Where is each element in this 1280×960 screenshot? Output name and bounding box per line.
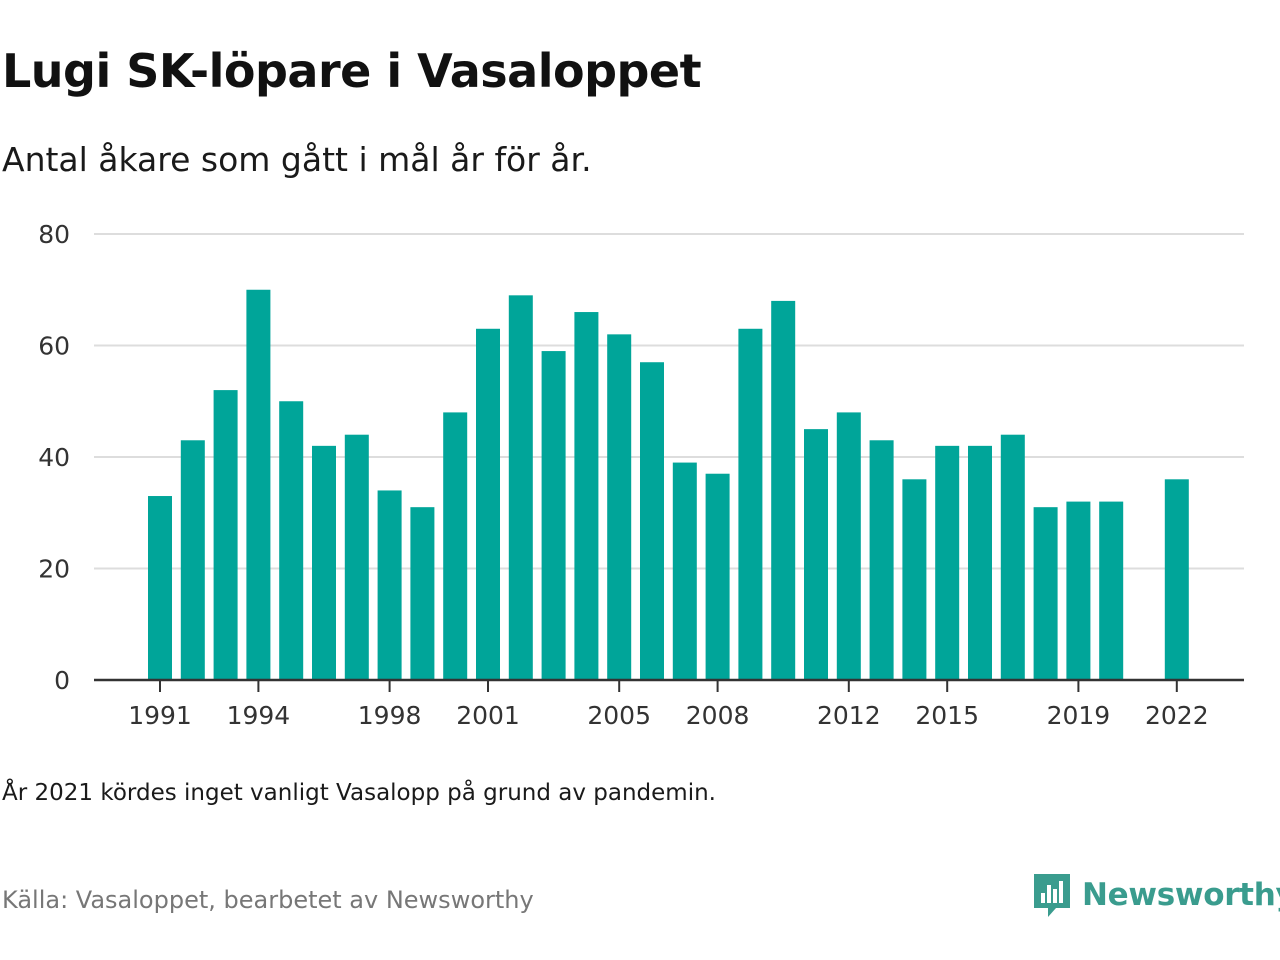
bar-1993 <box>213 390 238 680</box>
bar-2016 <box>968 445 992 680</box>
chart-title: Lugi SK-löpare i Vasaloppet <box>2 44 702 98</box>
bar-2001 <box>476 328 500 680</box>
bar-1996 <box>312 445 336 680</box>
bar-1994 <box>246 289 271 680</box>
bar-1998 <box>377 490 402 680</box>
x-tick-label: 2008 <box>686 701 750 730</box>
x-tick-label: 2012 <box>817 701 881 730</box>
bar-2022 <box>1164 479 1189 680</box>
bar-2005 <box>607 334 632 680</box>
bar-2014 <box>902 479 927 680</box>
newsworthy-logo-icon <box>1034 874 1070 917</box>
chart-subtitle: Antal åkare som gått i mål år för år. <box>2 140 592 179</box>
bar-2010 <box>771 300 796 680</box>
bars <box>148 289 1189 680</box>
brand-name: Newsworthy <box>1082 877 1280 913</box>
bar-2012 <box>836 412 861 680</box>
y-tick-label: 0 <box>54 666 70 695</box>
x-tick-label: 1991 <box>128 701 192 730</box>
bar-2003 <box>541 351 566 680</box>
bar-2000 <box>443 412 468 680</box>
bar-chart: 0 20 40 60 80 1991 1994 1998 2001 2005 2008 2012 20… <box>38 220 1244 730</box>
newsworthy-brand: Newsworthy <box>1032 870 1280 920</box>
chart-note: År 2021 kördes inget vanligt Vasalopp på… <box>2 780 716 806</box>
bar-2015 <box>935 445 960 680</box>
bar-2008 <box>705 473 730 680</box>
bar-1999 <box>410 507 435 680</box>
bar-2013 <box>869 440 894 680</box>
y-tick-label: 80 <box>38 220 70 249</box>
x-tick-label: 2005 <box>587 701 651 730</box>
x-tick-label: 2001 <box>456 701 520 730</box>
y-tick-label: 60 <box>38 332 70 361</box>
x-tick-label: 1998 <box>358 701 422 730</box>
bar-2020 <box>1099 501 1124 680</box>
bar-2017 <box>1000 434 1025 680</box>
bar-2007 <box>672 462 697 680</box>
y-tick-label: 20 <box>38 555 70 584</box>
bar-1992 <box>180 440 205 680</box>
x-tick-label: 2015 <box>915 701 979 730</box>
bar-2006 <box>640 362 664 680</box>
bar-1997 <box>344 434 369 680</box>
bar-1991 <box>148 496 172 680</box>
bar-1995 <box>279 401 304 680</box>
x-tick-label: 2022 <box>1145 701 1209 730</box>
source-credit: Källa: Vasaloppet, bearbetet av Newswort… <box>2 886 534 914</box>
bar-2018 <box>1033 507 1058 680</box>
x-axis-ticks: 1991 1994 1998 2001 2005 2008 2012 2015 2019 2022 <box>128 680 1209 730</box>
bar-2009 <box>738 328 763 680</box>
y-tick-label: 40 <box>38 443 70 472</box>
y-axis-ticks: 0 20 40 60 80 <box>38 220 70 695</box>
bar-2019 <box>1066 501 1091 680</box>
x-tick-label: 2019 <box>1047 701 1111 730</box>
bar-2011 <box>804 429 828 680</box>
bar-2004 <box>574 312 599 680</box>
bar-2002 <box>508 295 533 680</box>
x-tick-label: 1994 <box>227 701 291 730</box>
